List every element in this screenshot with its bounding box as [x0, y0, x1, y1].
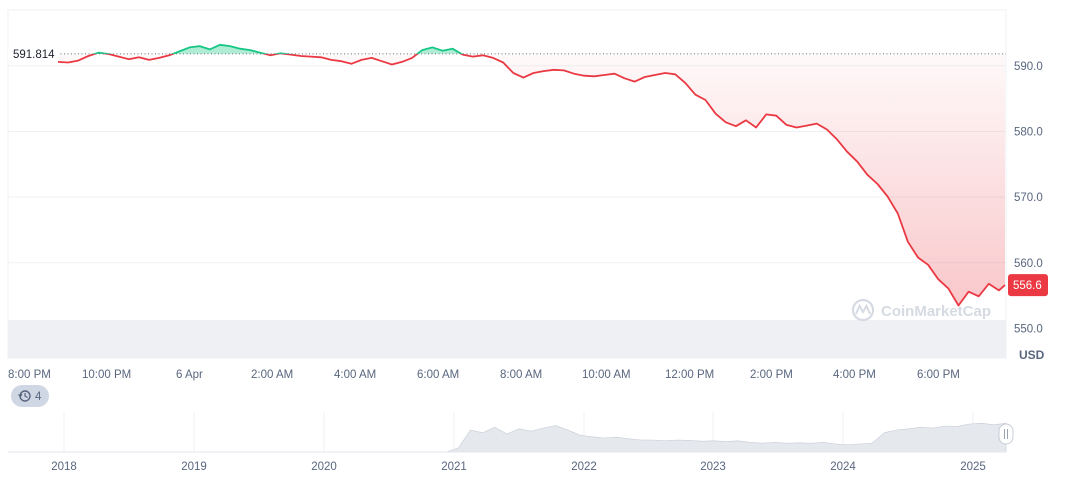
- navigator-area: [8, 422, 1007, 453]
- x-tick-label: 12:00 PM: [665, 369, 714, 381]
- price-series: [57, 43, 1006, 307]
- watermark-logo: CoinMarketCap: [851, 298, 991, 322]
- current-price-badge: 556.6: [1008, 274, 1048, 297]
- price-line-above: [91, 43, 464, 54]
- x-tick-label: 6:00 PM: [917, 369, 960, 381]
- price-line-below: [57, 53, 1006, 307]
- navigator-year-label: 2024: [830, 461, 856, 473]
- navigator-year-label: 2025: [960, 461, 986, 473]
- navigator-years: 2018 2019 2020 2021 2022 2023 2024 2025: [51, 461, 986, 473]
- x-tick-label: 2:00 AM: [251, 369, 293, 381]
- history-button[interactable]: 4: [11, 385, 49, 407]
- y-tick-label: 550.0: [1014, 323, 1043, 335]
- x-tick-label: 6 Apr: [176, 369, 203, 381]
- navigator-year-label: 2020: [311, 461, 337, 473]
- x-tick-label: 4:00 AM: [334, 369, 376, 381]
- navigator-year-label: 2023: [700, 461, 726, 473]
- x-tick-label: 10:00 PM: [82, 369, 131, 381]
- x-tick-label: 4:00 PM: [833, 369, 876, 381]
- y-tick-label: 560.0: [1014, 258, 1043, 270]
- y-tick-label: 590.0: [1014, 61, 1043, 73]
- range-navigator[interactable]: 2018 2019 2020 2021 2022 2023 2024 2025: [8, 412, 1014, 473]
- history-icon: [18, 390, 31, 402]
- y-tick-label: 570.0: [1014, 192, 1043, 204]
- history-count: 4: [35, 391, 42, 403]
- x-tick-label: 6:00 AM: [417, 369, 459, 381]
- reference-value-label: 591.814: [13, 49, 55, 61]
- navigator-year-label: 2018: [51, 461, 77, 473]
- x-tick-label: 8:00 PM: [8, 369, 51, 381]
- current-price-value: 556.6: [1013, 280, 1042, 292]
- loss-area: [58, 53, 1005, 306]
- coinmarketcap-logo-icon: [851, 298, 875, 322]
- volume-band: [8, 320, 1006, 358]
- x-tick-label: 8:00 AM: [500, 369, 542, 381]
- y-axis: 590.0 580.0 570.0 560.0 550.0: [1014, 61, 1043, 336]
- x-axis: 8:00 PM 10:00 PM 6 Apr 2:00 AM 4:00 AM 6:00 A…: [8, 369, 960, 381]
- x-tick-label: 10:00 AM: [582, 369, 631, 381]
- x-tick-label: 2:00 PM: [750, 369, 793, 381]
- navigator-year-label: 2022: [571, 461, 597, 473]
- navigator-year-label: 2021: [441, 461, 467, 473]
- navigator-handle[interactable]: [998, 423, 1014, 445]
- unit-label: USD: [1019, 348, 1045, 362]
- watermark-text: CoinMarketCap: [881, 303, 991, 320]
- y-tick-label: 580.0: [1014, 126, 1043, 138]
- navigator-year-label: 2019: [181, 461, 207, 473]
- reference-label-bg: [8, 46, 58, 61]
